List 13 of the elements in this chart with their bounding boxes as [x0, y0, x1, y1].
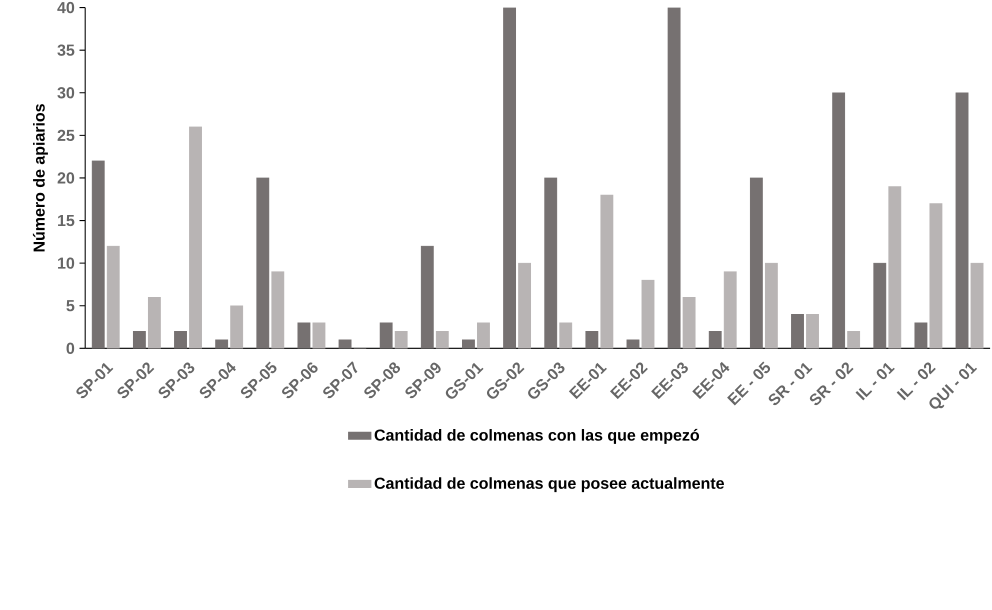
legend-label: Cantidad de colmenas que posee actualmente — [374, 477, 724, 492]
y-tick-label: 20 — [58, 172, 74, 184]
y-tick-label: 5 — [66, 300, 74, 312]
y-tick-label: 0 — [66, 342, 74, 354]
y-tick-label: 10 — [58, 258, 74, 269]
y-tick-label: 30 — [57, 87, 74, 99]
x-tick-label: IL - 01 — [856, 363, 895, 401]
y-tick-label: 25 — [58, 130, 74, 142]
y-axis-title: Número de apiarios — [32, 104, 48, 252]
legend-label: Cantidad de colmenas con las que empezó — [374, 429, 700, 444]
y-tick-label: 40 — [57, 2, 74, 14]
y-tick-label: 15 — [58, 215, 74, 226]
y-tick-label: 35 — [57, 44, 74, 56]
